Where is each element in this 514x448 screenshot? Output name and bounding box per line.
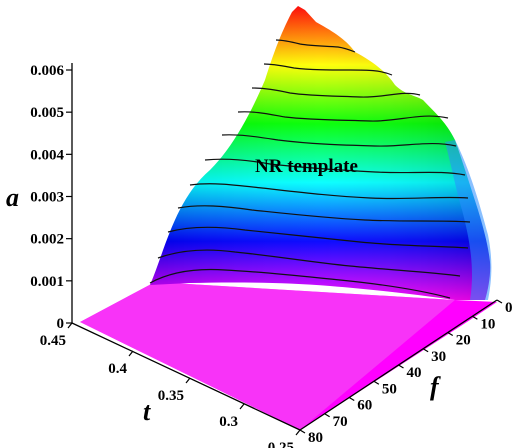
- t-axis-line: [71, 322, 301, 431]
- t-axis-ticks: 0.45 0.4 0.35 0.3 0.25: [40, 322, 301, 448]
- t-tick-label: 0.35: [158, 388, 184, 404]
- contour-line: [221, 134, 457, 147]
- z-tick-label: 0.001: [30, 274, 64, 290]
- floor-plane: [80, 282, 497, 430]
- contour-line: [177, 205, 471, 223]
- t-tick-mark: [295, 429, 301, 436]
- f-axis-label: f: [430, 372, 441, 401]
- f-tick-mark: [496, 299, 503, 304]
- contour-line: [157, 249, 461, 277]
- t-tick-label: 0.4: [108, 361, 127, 377]
- f-axis-ticks: 0 10 20 30 40 50 60 70 80: [299, 299, 513, 446]
- f-tick-label: 10: [480, 316, 495, 332]
- f-tick-mark: [447, 331, 454, 337]
- t-tick-mark: [185, 377, 191, 384]
- floor-shading: [80, 282, 455, 430]
- f-tick-label: 0: [505, 300, 513, 316]
- f-tick-mark: [472, 315, 478, 320]
- f-tick-label: 50: [382, 381, 397, 397]
- t-tick-mark: [239, 403, 245, 410]
- f-tick-label: 80: [308, 430, 323, 446]
- contour-line: [167, 226, 469, 249]
- t-tick-label: 0.45: [40, 333, 66, 349]
- f-tick-label: 40: [407, 365, 422, 381]
- f-tick-label: 60: [357, 398, 372, 414]
- f-tick-mark: [324, 413, 330, 418]
- z-tick-label: 0.004: [30, 147, 64, 163]
- contour-line: [263, 63, 393, 76]
- contour-line: [189, 183, 469, 200]
- t-axis-label: t: [143, 397, 151, 426]
- contour-line: [237, 111, 449, 122]
- t-tick-mark: [128, 350, 134, 357]
- z-axis-ticks: 0 0.001 0.002 0.003 0.004 0.005 0.006: [30, 63, 72, 332]
- t-tick-mark: [67, 322, 73, 329]
- surface: [150, 6, 492, 300]
- contour-lines: [149, 39, 471, 299]
- z-tick-label: 0.006: [30, 63, 64, 79]
- f-tick-mark: [299, 429, 306, 434]
- f-tick-label: 30: [431, 349, 446, 365]
- z-tick-label: 0.003: [30, 190, 64, 206]
- contour-line: [149, 268, 451, 299]
- contour-line: [204, 158, 466, 176]
- f-tick-mark: [348, 396, 355, 402]
- chart-annotation: NR template: [255, 156, 358, 177]
- z-tick-label: 0: [57, 316, 65, 332]
- contour-line: [251, 87, 421, 98]
- f-tick-mark: [398, 364, 404, 369]
- contour-line: [275, 39, 356, 53]
- z-tick-label: 0.005: [30, 105, 64, 121]
- f-tick-label: 70: [333, 414, 348, 430]
- t-tick-label: 0.3: [219, 414, 238, 430]
- surface-shading: [150, 6, 491, 300]
- f-tick-label: 20: [456, 333, 471, 349]
- f-tick-mark: [422, 348, 429, 353]
- z-axis-label: a: [6, 183, 19, 212]
- t-tick-label: 0.25: [268, 440, 294, 448]
- f-tick-mark: [373, 380, 380, 385]
- surface-side: [445, 140, 492, 300]
- z-tick-label: 0.002: [30, 232, 64, 248]
